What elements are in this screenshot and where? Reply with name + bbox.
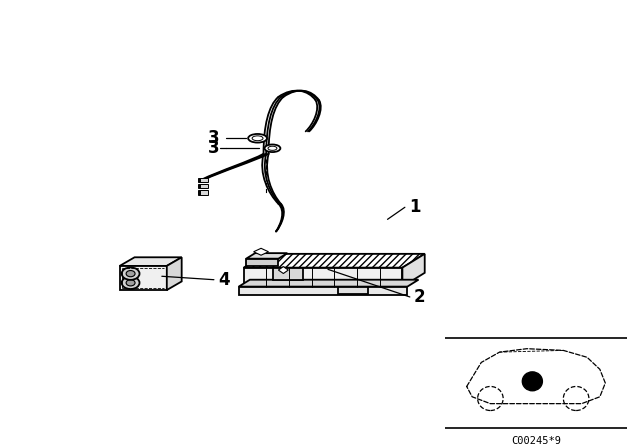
Text: 3: 3 <box>208 129 220 147</box>
Bar <box>200 184 208 188</box>
Ellipse shape <box>252 136 263 141</box>
Text: 2: 2 <box>413 288 425 306</box>
Text: C00245*9: C00245*9 <box>511 436 561 446</box>
Polygon shape <box>273 267 303 280</box>
Polygon shape <box>239 287 408 295</box>
Bar <box>199 177 207 182</box>
Circle shape <box>126 280 135 286</box>
Polygon shape <box>167 257 182 290</box>
Circle shape <box>122 276 140 289</box>
Text: 1: 1 <box>409 198 420 215</box>
Bar <box>199 190 207 194</box>
Polygon shape <box>253 248 269 255</box>
Polygon shape <box>120 266 167 290</box>
Circle shape <box>126 271 135 277</box>
Polygon shape <box>239 280 419 287</box>
Polygon shape <box>246 253 287 258</box>
Bar <box>198 177 205 182</box>
Circle shape <box>122 267 140 280</box>
Ellipse shape <box>248 134 267 142</box>
Polygon shape <box>403 254 425 287</box>
Text: 3: 3 <box>208 139 220 157</box>
Polygon shape <box>338 287 368 293</box>
Polygon shape <box>244 267 403 287</box>
Bar <box>200 177 208 182</box>
Polygon shape <box>120 257 182 266</box>
Circle shape <box>522 372 542 391</box>
Bar <box>199 184 207 188</box>
Polygon shape <box>246 258 278 266</box>
Bar <box>198 184 205 188</box>
Ellipse shape <box>268 146 277 151</box>
Bar <box>200 190 208 194</box>
Polygon shape <box>244 254 425 267</box>
Polygon shape <box>278 267 289 273</box>
Text: 4: 4 <box>218 271 230 289</box>
Bar <box>198 190 205 194</box>
Ellipse shape <box>264 145 280 152</box>
